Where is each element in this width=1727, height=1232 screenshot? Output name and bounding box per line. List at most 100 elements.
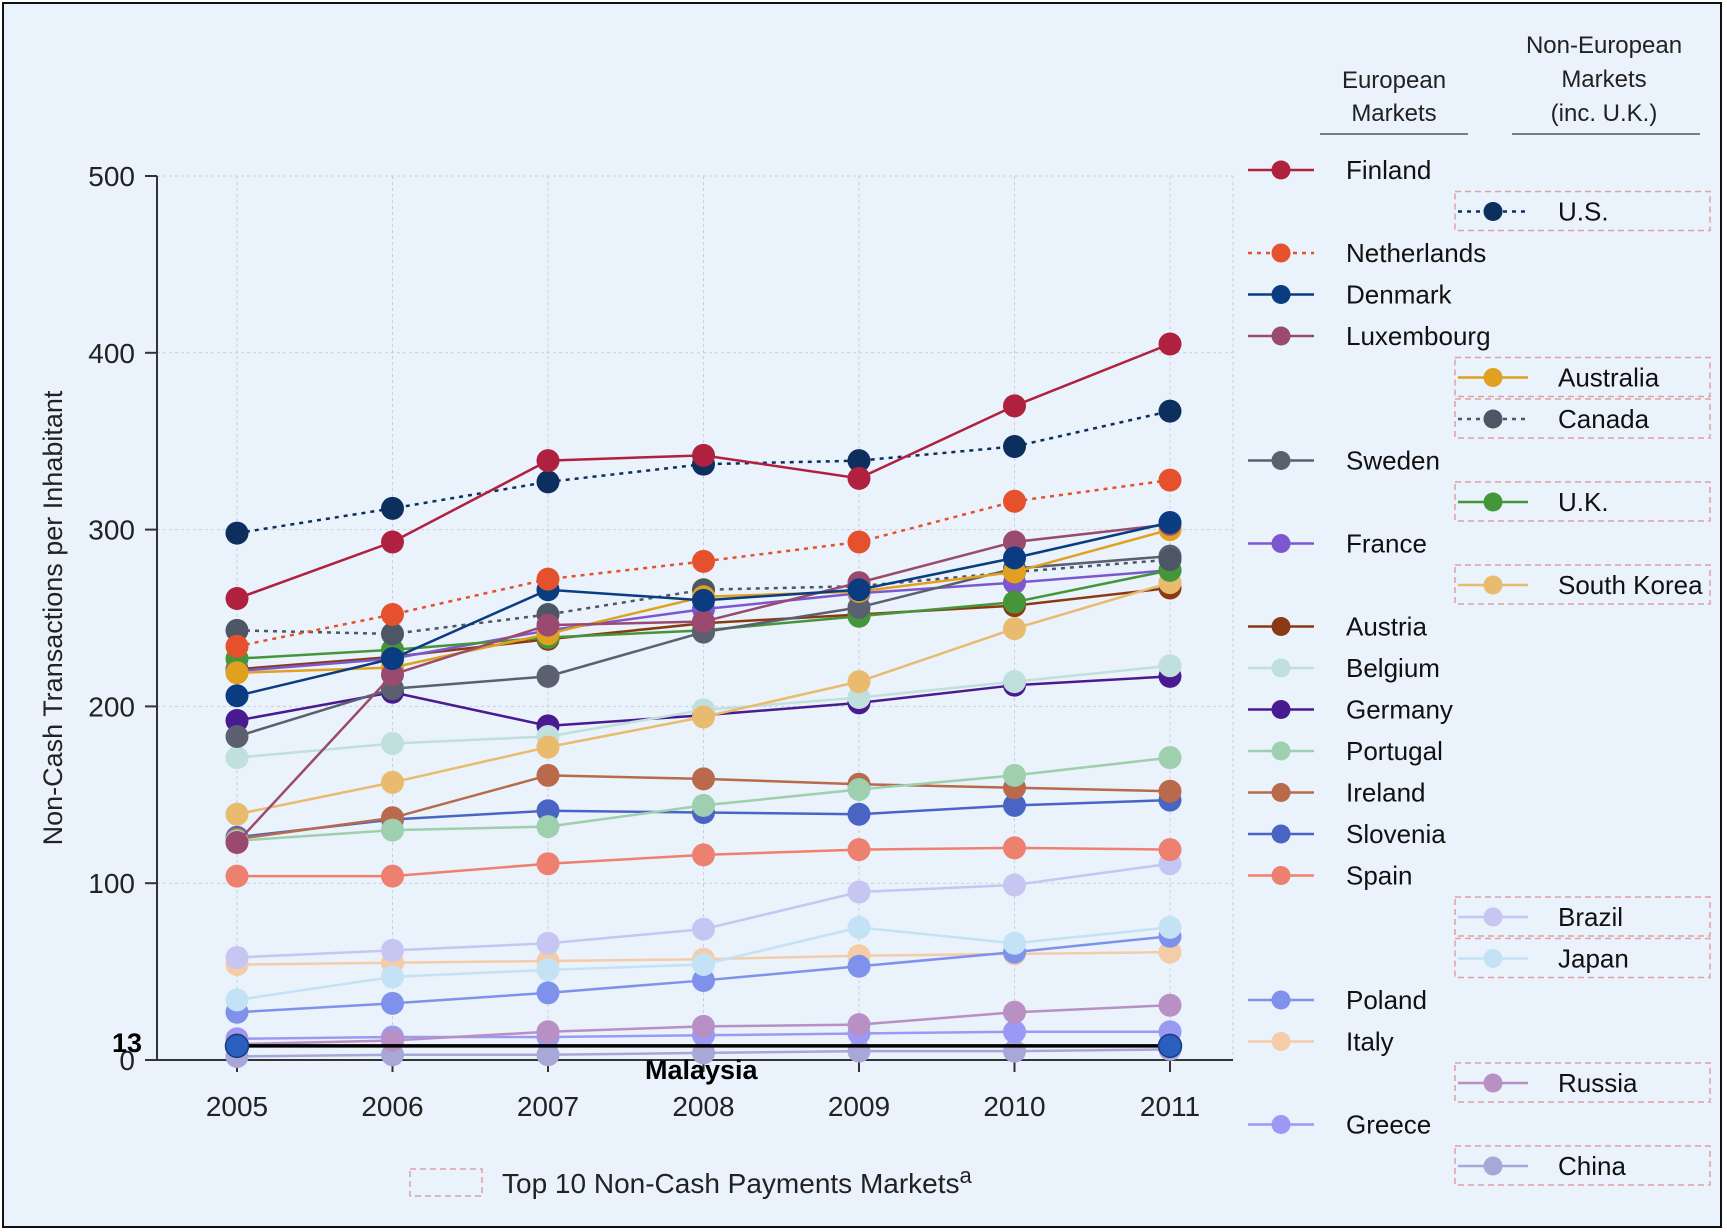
data-point <box>225 634 249 658</box>
footnote-text: Top 10 Non-Cash Payments Marketsa <box>502 1163 973 1199</box>
legend-swatch-dot <box>1271 451 1291 470</box>
legend-swatch-dot <box>1271 866 1291 885</box>
legend-swatch-dot <box>1483 202 1503 221</box>
legend-label: Netherlands <box>1346 238 1486 268</box>
data-point <box>381 991 404 1015</box>
data-point <box>1158 940 1182 964</box>
data-point <box>1003 530 1026 554</box>
legend-label: Belgium <box>1346 653 1440 683</box>
legend-item-spain: Spain <box>1248 861 1413 891</box>
legend-label: Austria <box>1346 612 1427 642</box>
data-point <box>1003 546 1026 570</box>
legend-swatch-dot <box>1483 575 1503 595</box>
footnote-box <box>409 1168 483 1197</box>
legend-item-portugal: Portugal <box>1248 736 1443 766</box>
legend-label: Slovenia <box>1346 819 1446 849</box>
non-european-header-line: Non-European <box>1526 32 1682 59</box>
series-group <box>225 332 1182 1068</box>
malaysia-label: Malaysia <box>645 1055 759 1085</box>
legend-item-poland: Poland <box>1248 985 1427 1015</box>
y-tick-label: 400 <box>88 338 135 369</box>
legend-item-canada: Canada <box>1454 398 1711 439</box>
data-point <box>536 664 560 688</box>
data-point <box>1158 779 1182 803</box>
top10-highlight-box <box>1454 1062 1711 1103</box>
data-point <box>847 954 871 978</box>
data-point <box>847 449 871 473</box>
data-point <box>692 843 715 867</box>
data-point <box>847 670 871 694</box>
data-point <box>847 530 871 554</box>
legend-item-luxembourg: Luxembourg <box>1248 321 1491 351</box>
legend-swatch-dot <box>1483 907 1503 927</box>
data-point <box>692 793 715 817</box>
legend-item-china: China <box>1454 1145 1711 1186</box>
legend-label: U.K. <box>1558 487 1609 517</box>
y-axis-title: Non-Cash Transactions per Inhabitant <box>38 390 68 845</box>
data-point <box>1158 746 1182 770</box>
data-point <box>1158 654 1182 678</box>
legend-label: Denmark <box>1346 280 1452 310</box>
legend-item-sweden: Sweden <box>1248 446 1440 476</box>
data-point <box>692 443 715 467</box>
data-point <box>1158 915 1182 939</box>
data-point <box>692 767 715 791</box>
legend-item-south-korea: South Korea <box>1454 564 1711 605</box>
x-tick-label: 2006 <box>361 1091 423 1122</box>
data-point <box>1003 793 1026 817</box>
data-point <box>1003 836 1026 860</box>
x-tick-label: 2009 <box>828 1091 890 1122</box>
legend-swatch-dot <box>1271 1115 1291 1134</box>
legend-item-u-k: U.K. <box>1454 481 1711 522</box>
data-point <box>536 567 560 591</box>
data-point <box>847 1013 871 1037</box>
legend-label: Australia <box>1558 363 1660 393</box>
legend-item-italy: Italy <box>1248 1027 1394 1057</box>
legend: Finland U.S. Netherlands Denmark Luxembourg A… <box>1248 155 1711 1186</box>
x-tick-label: 2010 <box>983 1091 1045 1122</box>
x-tick-label: 2007 <box>517 1091 579 1122</box>
data-point <box>536 799 560 823</box>
malaysia-point-end <box>1157 1033 1183 1059</box>
data-point <box>381 938 404 962</box>
footnote-superscript: a <box>960 1163 973 1188</box>
legend-swatch-dot <box>1483 409 1503 429</box>
legend-headers: European Markets Non-European Markets (inc. … <box>1320 32 1700 135</box>
data-point <box>536 763 560 787</box>
legend-label: Brazil <box>1558 902 1623 932</box>
data-point <box>225 945 249 969</box>
series-japan <box>225 915 1182 1012</box>
data-point <box>381 496 404 520</box>
legend-item-denmark: Denmark <box>1248 280 1452 310</box>
data-point <box>381 965 404 989</box>
legend-item-australia: Australia <box>1454 356 1711 398</box>
legend-swatch-dot <box>1271 534 1291 553</box>
data-point <box>536 981 560 1005</box>
series-spain <box>225 836 1182 888</box>
legend-label: France <box>1346 529 1427 559</box>
x-tick-label: 2008 <box>672 1091 734 1122</box>
legend-swatch-dot <box>1271 824 1291 844</box>
data-point <box>1003 394 1026 418</box>
y-tick-label: 0 <box>119 1045 135 1076</box>
data-point <box>225 864 249 888</box>
data-point <box>536 449 560 473</box>
data-point <box>536 1043 560 1067</box>
european-header-line: Markets <box>1351 100 1436 127</box>
data-point <box>225 746 249 770</box>
top10-highlight-box <box>1454 190 1711 232</box>
data-point <box>381 818 404 842</box>
legend-swatch-dot <box>1483 1073 1503 1093</box>
data-point <box>381 864 404 888</box>
legend-swatch-dot <box>1271 617 1291 636</box>
data-point <box>536 852 560 876</box>
legend-swatch-dot <box>1483 492 1503 512</box>
data-point <box>1158 399 1182 423</box>
data-point <box>1158 993 1182 1017</box>
data-point <box>1158 468 1182 492</box>
legend-item-ireland: Ireland <box>1248 778 1426 808</box>
data-point <box>1158 838 1182 862</box>
data-point <box>692 610 715 634</box>
data-point <box>536 470 560 494</box>
data-point <box>1003 489 1026 513</box>
